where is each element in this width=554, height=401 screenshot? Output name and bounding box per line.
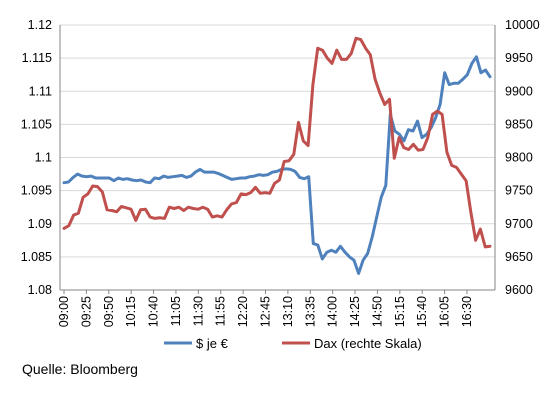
- x-tick-label: 15:40: [415, 296, 429, 327]
- y-left-tick-label: 1.105: [21, 117, 52, 131]
- y-right-tick-label: 10000: [505, 18, 540, 32]
- y-right-tick-label: 9650: [505, 250, 533, 264]
- gridlines: [60, 24, 495, 258]
- x-tick-label: 09:25: [79, 296, 93, 327]
- x-tick-label: 13:10: [281, 296, 295, 327]
- x-tick-label: 13:35: [303, 296, 317, 327]
- x-tick-label: 09:00: [57, 296, 71, 327]
- y-right-tick-label: 9900: [505, 84, 533, 98]
- y-left-tick-label: 1.115: [22, 51, 52, 65]
- x-tick-label: 12:45: [259, 296, 273, 327]
- x-tick-label: 14:00: [326, 296, 340, 327]
- series-line-dax: [62, 36, 492, 249]
- x-tick-label: 14:50: [370, 296, 384, 327]
- y-right-tick-label: 9800: [505, 151, 533, 165]
- legend-label: $ je €: [196, 336, 229, 351]
- y-left-tick-label: 1.09: [28, 217, 52, 231]
- y-left-tick-label: 1.08: [28, 283, 52, 297]
- x-tick-label: 15:15: [393, 296, 407, 327]
- y-right-tick-label: 9950: [505, 51, 533, 65]
- axes: 1.08 1.085 1.09 1.095 1.1 1.105 1.11 1.115 1.12 9…: [21, 18, 540, 327]
- x-tick-label: 10:15: [124, 296, 138, 327]
- x-tick-label: 10:40: [147, 296, 161, 327]
- y-right-tick-label: 9700: [505, 217, 533, 231]
- y-right-tick-label: 9600: [505, 283, 533, 297]
- x-tick-label: 11:05: [169, 296, 183, 326]
- x-tick-label: 12:20: [236, 296, 250, 327]
- x-tick-label: 09:50: [102, 296, 116, 327]
- legend: $ je € Dax (rechte Skala): [164, 336, 422, 351]
- series-lines: [62, 36, 492, 275]
- series-line-usd-eur: [62, 55, 492, 275]
- x-tick-label: 16:30: [460, 296, 474, 327]
- x-tick-label: 11:30: [191, 296, 205, 326]
- x-tick-label: 11:55: [214, 296, 228, 326]
- y-left-tick-label: 1.11: [29, 84, 52, 98]
- source-label: Quelle: Bloomberg: [22, 361, 138, 377]
- y-right-tick-label: 9850: [505, 117, 533, 131]
- y-left-tick-label: 1.12: [28, 18, 52, 32]
- y-left-tick-label: 1.085: [21, 250, 52, 264]
- y-right-tick-label: 9750: [505, 184, 533, 198]
- legend-label: Dax (rechte Skala): [314, 336, 422, 351]
- y-left-tick-label: 1.1: [35, 151, 52, 165]
- x-tick-label: 16:05: [438, 296, 452, 327]
- x-tick-label: 14:25: [348, 296, 362, 327]
- y-left-tick-label: 1.095: [21, 184, 52, 198]
